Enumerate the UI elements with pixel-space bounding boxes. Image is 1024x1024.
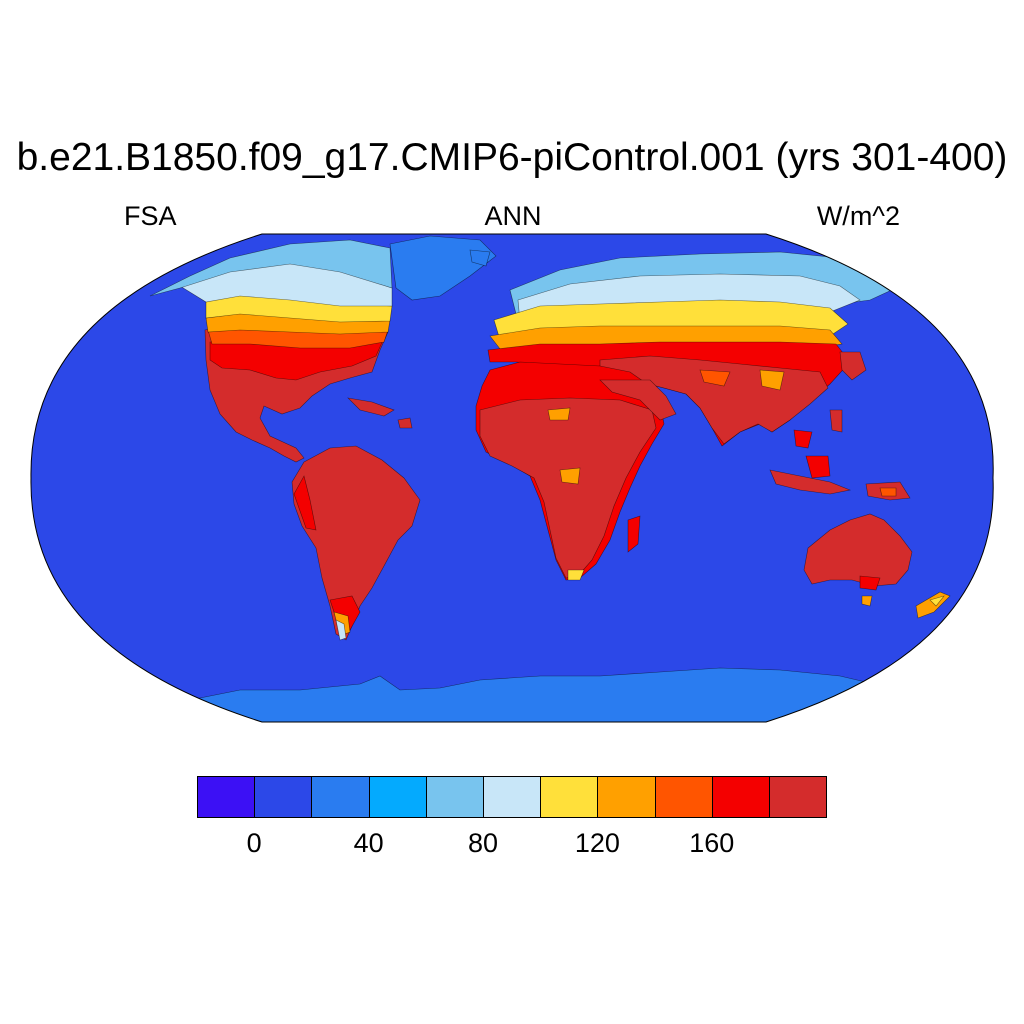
land-region [699, 369, 731, 387]
maritime-continent [769, 455, 911, 501]
colorbar-swatch [654, 776, 713, 818]
variable-label: FSA [124, 201, 177, 231]
colorbar-swatch [483, 776, 542, 818]
land-region [335, 619, 347, 641]
colorbar-tick-label: 80 [467, 828, 499, 858]
eurasia [487, 251, 897, 449]
colorbar-swatch [368, 776, 427, 818]
colorbar-swatch [197, 776, 256, 818]
colorbar-tick-label: 120 [574, 828, 620, 858]
season-label: ANN [484, 201, 542, 231]
colorbar-tick-label: 40 [353, 828, 384, 858]
south-america [291, 445, 421, 641]
land-region [879, 487, 897, 497]
colorbar-swatch [769, 776, 828, 818]
land-region [469, 249, 491, 267]
land-region [559, 467, 581, 485]
north-america [149, 235, 497, 463]
colorbar-swatch [711, 776, 770, 818]
land-region [293, 475, 317, 531]
australia [803, 513, 951, 619]
units-label: W/m^2 [816, 201, 900, 231]
colorbar [197, 776, 828, 818]
land-region [793, 429, 813, 449]
colorbar-swatch [254, 776, 313, 818]
arctic-islands [469, 249, 491, 267]
land-region [839, 351, 867, 381]
land-region [829, 409, 843, 433]
map-field [30, 234, 994, 722]
land-region [759, 369, 785, 391]
land-region [929, 595, 945, 607]
land-region [479, 397, 657, 579]
land-region [805, 455, 831, 479]
land-region [567, 569, 585, 581]
plot-title: b.e21.B1850.f09_g17.CMIP6-piControl.001 … [16, 136, 1008, 179]
land-region [397, 417, 413, 429]
colorbar-swatch [425, 776, 484, 818]
colorbar-tick-label: 160 [689, 828, 735, 858]
land-region [627, 515, 641, 553]
land-region [599, 379, 677, 421]
colorbar-swatch [311, 776, 370, 818]
colorbar-swatch [540, 776, 599, 818]
africa [475, 361, 677, 581]
land-region [769, 469, 852, 495]
map-border [30, 233, 994, 723]
land-region [803, 513, 913, 587]
land-region [149, 239, 393, 297]
land-region [389, 235, 497, 301]
colorbar-swatch [597, 776, 656, 818]
land-region [861, 595, 873, 607]
land-region [347, 397, 395, 417]
land-region [547, 407, 571, 421]
land-region [859, 575, 881, 591]
colorbar-tick-label: 0 [246, 828, 262, 858]
land-region [291, 445, 421, 641]
